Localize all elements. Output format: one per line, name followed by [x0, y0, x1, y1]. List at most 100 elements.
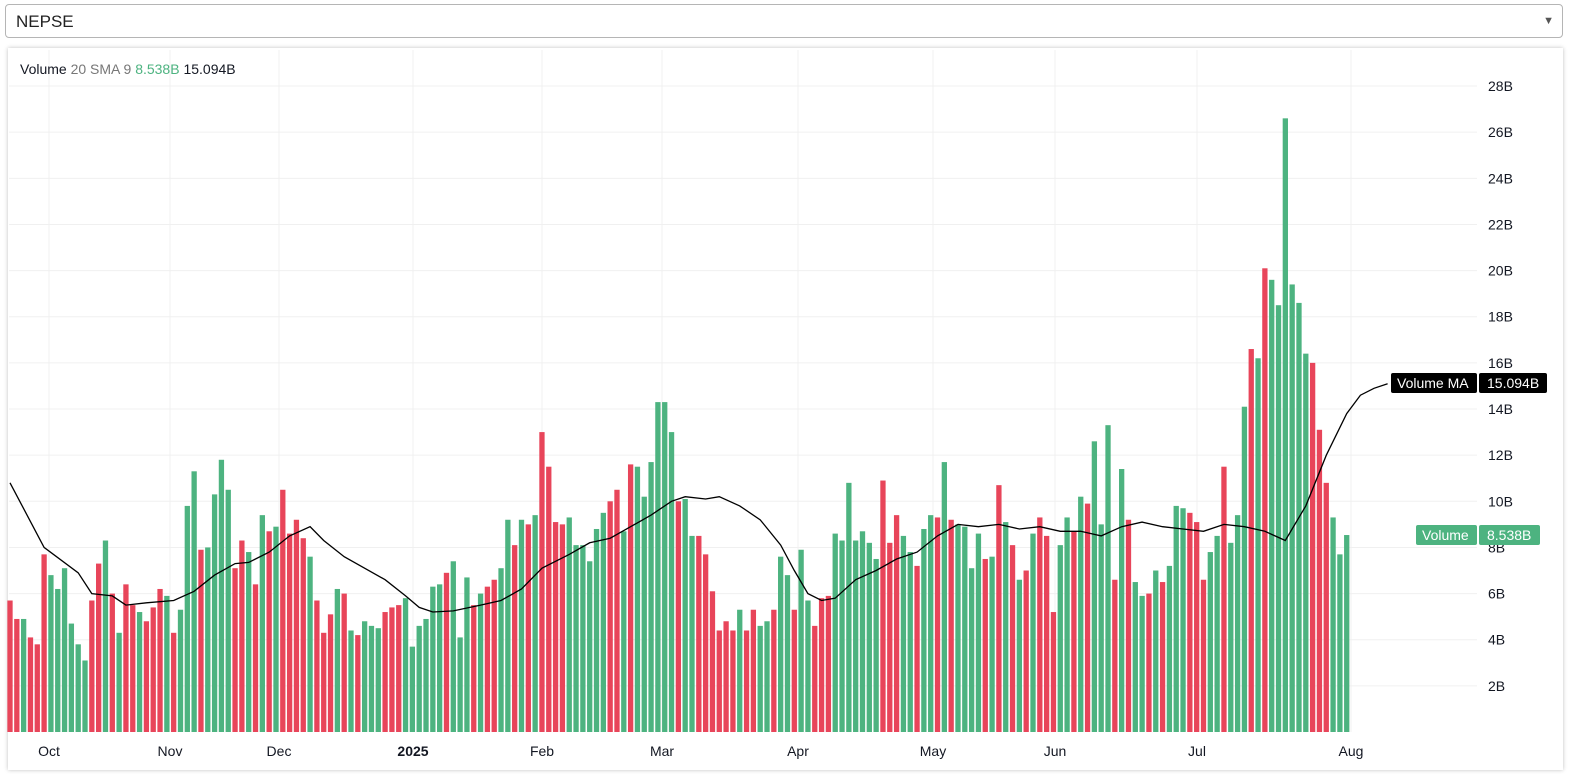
volume-bar [1139, 595, 1145, 732]
x-tick-label: Aug [1339, 743, 1364, 759]
legend-ma-value: 15.094B [183, 61, 236, 77]
volume-bar [7, 600, 13, 732]
volume-bar [1275, 305, 1282, 732]
volume-bar [880, 480, 886, 732]
symbol-select[interactable]: NEPSE ▼ [5, 4, 1563, 38]
volume-bar [512, 545, 518, 732]
volume-bar [1050, 612, 1057, 732]
volume-bar [491, 579, 497, 732]
volume-bar [225, 489, 231, 732]
volume-bar [464, 577, 470, 732]
volume-bar [709, 591, 716, 732]
volume-bar [184, 505, 190, 732]
volume-bar [764, 621, 770, 732]
volume-bar [368, 625, 375, 732]
volume-bar [580, 545, 586, 732]
volume-bar [975, 533, 982, 732]
volume-badge-value: 8.538B [1487, 527, 1531, 543]
volume-bar [130, 605, 136, 732]
volume-bar [205, 547, 211, 732]
volume-ma-badge-value: 15.094B [1487, 375, 1539, 391]
y-tick-label: 18B [1488, 309, 1513, 325]
x-tick-label: Jul [1188, 743, 1206, 759]
volume-bar [55, 588, 61, 732]
x-tick-label: 2025 [397, 743, 428, 759]
volume-bar [921, 528, 927, 732]
volume-bar [1228, 542, 1234, 732]
volume-bar [355, 635, 361, 732]
volume-bar [409, 646, 416, 732]
volume-bar [887, 542, 893, 732]
volume-bar [1078, 496, 1084, 732]
volume-bar [1105, 425, 1111, 732]
volume-bar [1037, 517, 1043, 732]
chevron-down-icon: ▼ [1543, 15, 1554, 27]
volume-bar [1159, 582, 1166, 732]
volume-bar [477, 593, 484, 732]
volume-bar [61, 568, 68, 732]
volume-bar [218, 459, 225, 732]
volume-bar [498, 568, 504, 732]
volume-bar [552, 522, 559, 732]
volume-bar [171, 632, 177, 732]
y-tick-label: 4B [1488, 632, 1505, 648]
volume-bar [307, 556, 313, 732]
y-tick-label: 24B [1488, 170, 1513, 186]
volume-bar [136, 612, 143, 732]
y-tick-label: 20B [1488, 263, 1513, 279]
volume-bar [239, 540, 245, 732]
volume-bar [689, 535, 695, 732]
volume-bar [211, 494, 218, 732]
volume-bar [75, 644, 81, 732]
volume-bar [82, 660, 88, 732]
volume-bar [375, 628, 381, 732]
volume-bar [41, 554, 47, 732]
volume-bar [825, 595, 832, 732]
legend-series-name: Volume [20, 61, 67, 77]
volume-bar [1241, 406, 1248, 732]
volume-bar [846, 482, 852, 732]
volume-bar [1194, 522, 1200, 732]
x-tick-label: Oct [38, 743, 60, 759]
volume-bar [641, 496, 647, 732]
volume-bar [737, 609, 743, 732]
volume-bar [723, 621, 729, 732]
volume-bar [662, 402, 668, 732]
volume-bar [962, 526, 968, 732]
volume-bar [1303, 353, 1309, 732]
volume-bar [866, 542, 872, 732]
volume-bar [634, 466, 641, 732]
volume-bar [1091, 441, 1098, 732]
legend-volume-value: 8.538B [135, 61, 180, 77]
x-tick-label: Mar [650, 743, 674, 759]
volume-bar [430, 586, 436, 732]
y-tick-label: 10B [1488, 493, 1513, 509]
volume-bar [675, 501, 682, 732]
volume-bar [1207, 552, 1213, 732]
volume-bar [832, 533, 838, 732]
volume-bar [273, 526, 279, 732]
volume-bar [818, 598, 825, 732]
volume-bar [266, 531, 272, 732]
volume-bar [484, 586, 491, 732]
volume-bar [587, 561, 593, 732]
volume-bar [389, 607, 395, 732]
volume-bar [778, 556, 784, 732]
volume-bar [900, 535, 907, 732]
volume-bar [1023, 570, 1029, 732]
legend-ma-label: 20 SMA 9 [70, 61, 132, 77]
volume-bar [293, 519, 300, 732]
volume-bar [1009, 545, 1016, 732]
volume-bar [252, 584, 259, 732]
volume-bar [1255, 358, 1261, 732]
volume-bar [1125, 519, 1132, 732]
volume-bar [1057, 545, 1063, 732]
y-tick-label: 28B [1488, 78, 1513, 94]
volume-bar [1316, 429, 1323, 732]
volume-bar [600, 512, 606, 732]
volume-bar [27, 637, 34, 732]
volume-bar [716, 630, 722, 732]
volume-bar [1119, 469, 1125, 732]
